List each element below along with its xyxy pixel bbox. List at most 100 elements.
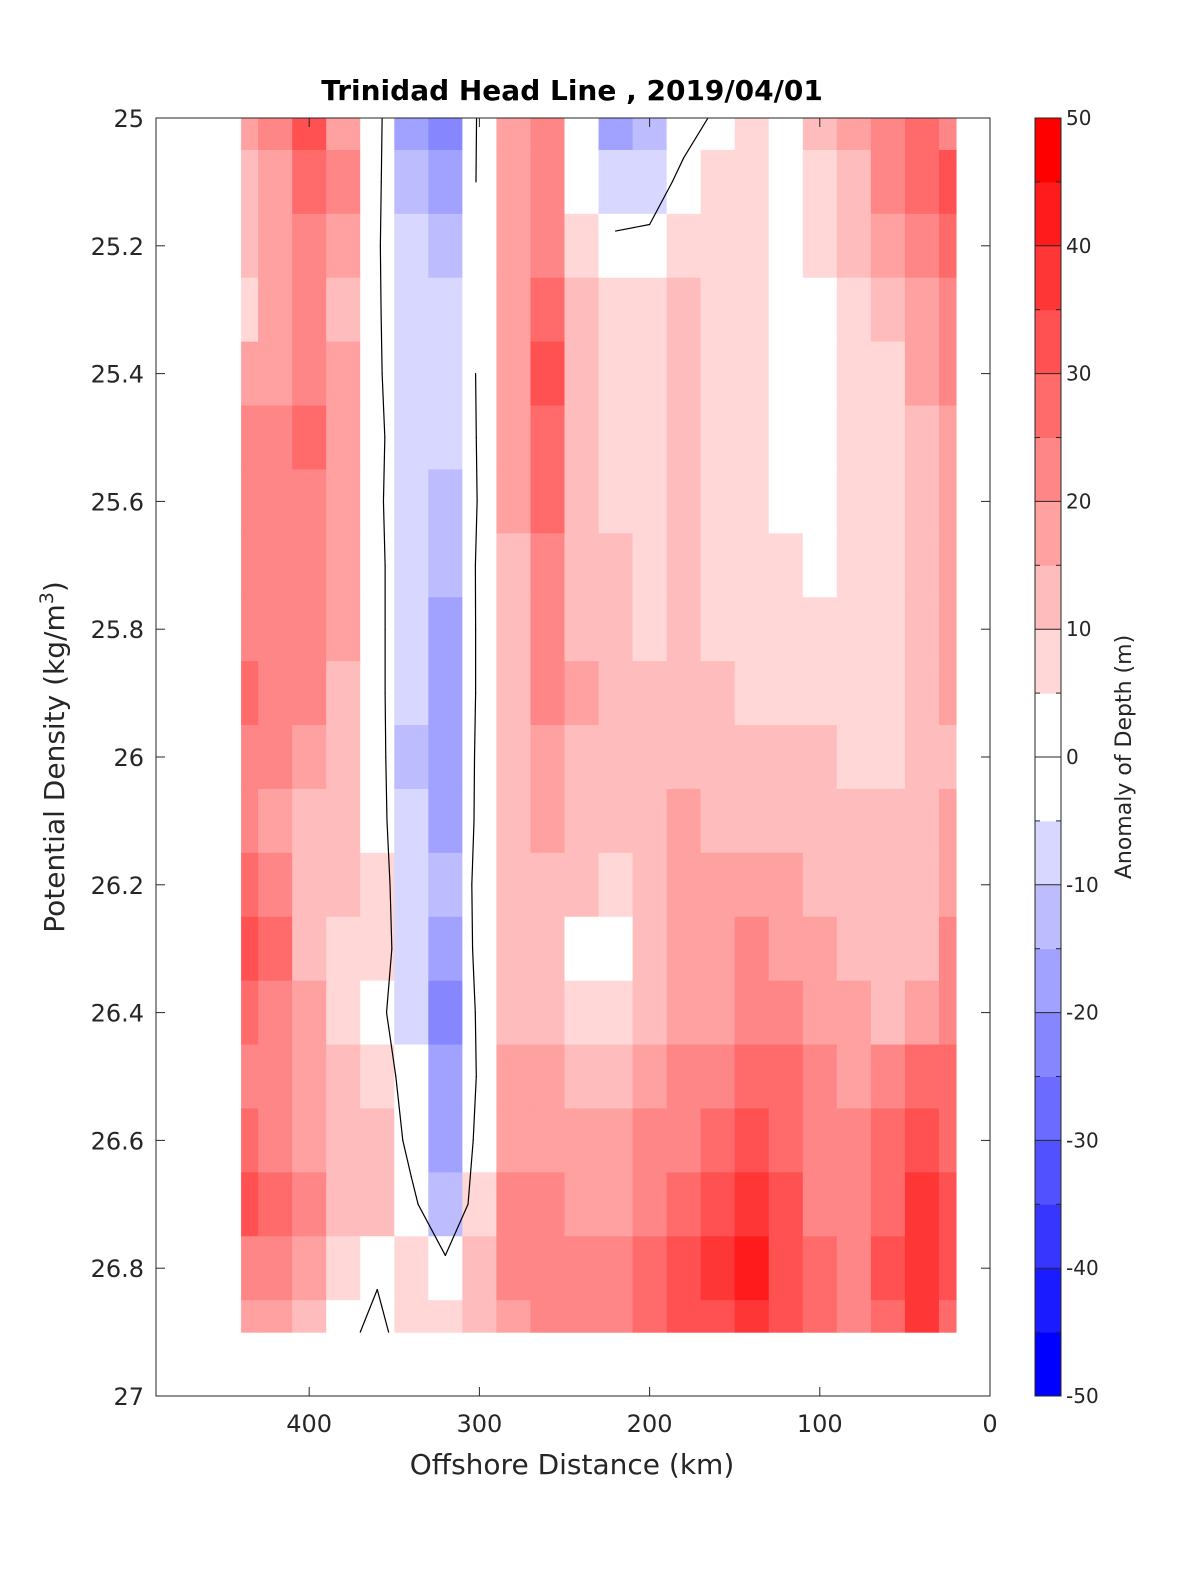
heatmap-cell xyxy=(496,725,532,790)
heatmap-cell xyxy=(462,341,498,407)
heatmap-cell xyxy=(734,277,770,343)
heatmap-cell xyxy=(530,277,566,343)
heatmap-cell xyxy=(258,725,293,790)
heatmap-cell xyxy=(700,597,736,662)
contour-segment xyxy=(382,500,386,566)
heatmap-cell xyxy=(360,1172,395,1237)
heatmap-cell xyxy=(734,341,770,407)
heatmap-cell xyxy=(666,1172,702,1237)
y-tick-label: 26 xyxy=(113,744,144,772)
heatmap-cell xyxy=(292,213,327,279)
heatmap-cell xyxy=(802,1172,838,1237)
heatmap-cell xyxy=(598,1044,634,1110)
heatmap-cell xyxy=(870,1044,906,1110)
heatmap-cell xyxy=(870,852,906,918)
heatmap-cell xyxy=(360,788,395,854)
heatmap-cell xyxy=(258,1172,293,1237)
heatmap-cell xyxy=(836,980,872,1046)
heatmap-cell xyxy=(870,118,906,151)
heatmap-cell xyxy=(870,149,906,215)
heatmap-cell xyxy=(428,533,463,598)
heatmap-cell xyxy=(258,1236,293,1301)
heatmap-cell xyxy=(938,533,957,598)
heatmap-cell xyxy=(292,661,327,726)
y-tick-label: 25.6 xyxy=(91,488,144,516)
heatmap-cell xyxy=(530,1236,566,1301)
heatmap-cell xyxy=(428,1108,463,1173)
heatmap-cell xyxy=(802,597,838,662)
heatmap-cell xyxy=(700,725,736,790)
heatmap-cell xyxy=(598,149,634,215)
heatmap-cell xyxy=(394,149,429,215)
heatmap-cell xyxy=(530,661,566,726)
heatmap-cell xyxy=(632,1236,668,1301)
heatmap-cell xyxy=(836,1044,872,1110)
contour-segment xyxy=(471,884,474,950)
heatmap-cell xyxy=(360,725,395,790)
y-axis-label-suffix: ) xyxy=(38,581,71,592)
heatmap-cell xyxy=(836,725,872,790)
heatmap-cell xyxy=(326,597,361,662)
x-tick-label: 100 xyxy=(797,1410,843,1438)
heatmap-cell xyxy=(326,149,361,215)
zero-contour xyxy=(359,118,709,1333)
heatmap-cell xyxy=(394,1044,429,1110)
heatmap-cell xyxy=(394,469,429,534)
heatmap-cell xyxy=(564,661,600,726)
heatmap-cell xyxy=(666,597,702,662)
heatmap-cell xyxy=(258,118,293,151)
heatmap-cell xyxy=(394,1236,429,1301)
colorbar-tick-label: -20 xyxy=(1066,1001,1099,1025)
heatmap-cell xyxy=(768,980,804,1046)
heatmap-cell xyxy=(360,597,395,662)
colorbar-swatch xyxy=(1035,118,1061,183)
heatmap-cell xyxy=(530,1044,566,1110)
heatmap-cell xyxy=(241,149,259,215)
colorbar-tick-label: 30 xyxy=(1066,362,1091,386)
heatmap-cell xyxy=(904,277,940,343)
heatmap-cell xyxy=(241,1236,259,1301)
contour-segment xyxy=(380,309,383,375)
heatmap-cell xyxy=(360,1108,395,1173)
contour-segment xyxy=(467,1139,474,1205)
heatmap-cell xyxy=(326,405,361,471)
heatmap-cell xyxy=(530,725,566,790)
heatmap-cell xyxy=(632,149,668,215)
heatmap-cell xyxy=(360,149,395,215)
contour-segment xyxy=(475,118,478,183)
heatmap-cell xyxy=(700,405,736,471)
colorbar-swatch xyxy=(1035,1012,1061,1077)
contour-segment xyxy=(471,948,476,1014)
heatmap-cell xyxy=(564,341,600,407)
heatmap-cell xyxy=(666,725,702,790)
heatmap-cell xyxy=(462,469,498,534)
heatmap-cell xyxy=(258,469,293,534)
heatmap-cell xyxy=(666,1108,702,1173)
heatmap-cell xyxy=(564,725,600,790)
heatmap-cell xyxy=(870,213,906,279)
heatmap-cell xyxy=(564,213,600,279)
heatmap-cell xyxy=(598,277,634,343)
heatmap-cell xyxy=(802,980,838,1046)
heatmap-cell xyxy=(360,533,395,598)
heatmap-cell xyxy=(836,788,872,854)
heatmap-cell xyxy=(598,725,634,790)
heatmap-cell xyxy=(666,852,702,918)
heatmap-cell xyxy=(632,405,668,471)
heatmap-cell xyxy=(360,213,395,279)
colorbar-swatch xyxy=(1035,1076,1061,1141)
heatmap-cell xyxy=(241,213,259,279)
colorbar-swatch xyxy=(1035,565,1061,630)
y-tick-label: 25 xyxy=(113,105,144,133)
heatmap-cell xyxy=(904,405,940,471)
heatmap-cell xyxy=(734,405,770,471)
contour-segment xyxy=(382,436,386,502)
contour-segment xyxy=(473,692,477,758)
heatmap-cell xyxy=(870,1236,906,1301)
heatmap-cell xyxy=(768,1108,804,1173)
heatmap-cell xyxy=(666,277,702,343)
contour-segment xyxy=(402,1139,412,1178)
heatmap-cell xyxy=(938,852,957,918)
heatmap-cell xyxy=(360,118,395,151)
heatmap-cell xyxy=(428,1236,463,1301)
